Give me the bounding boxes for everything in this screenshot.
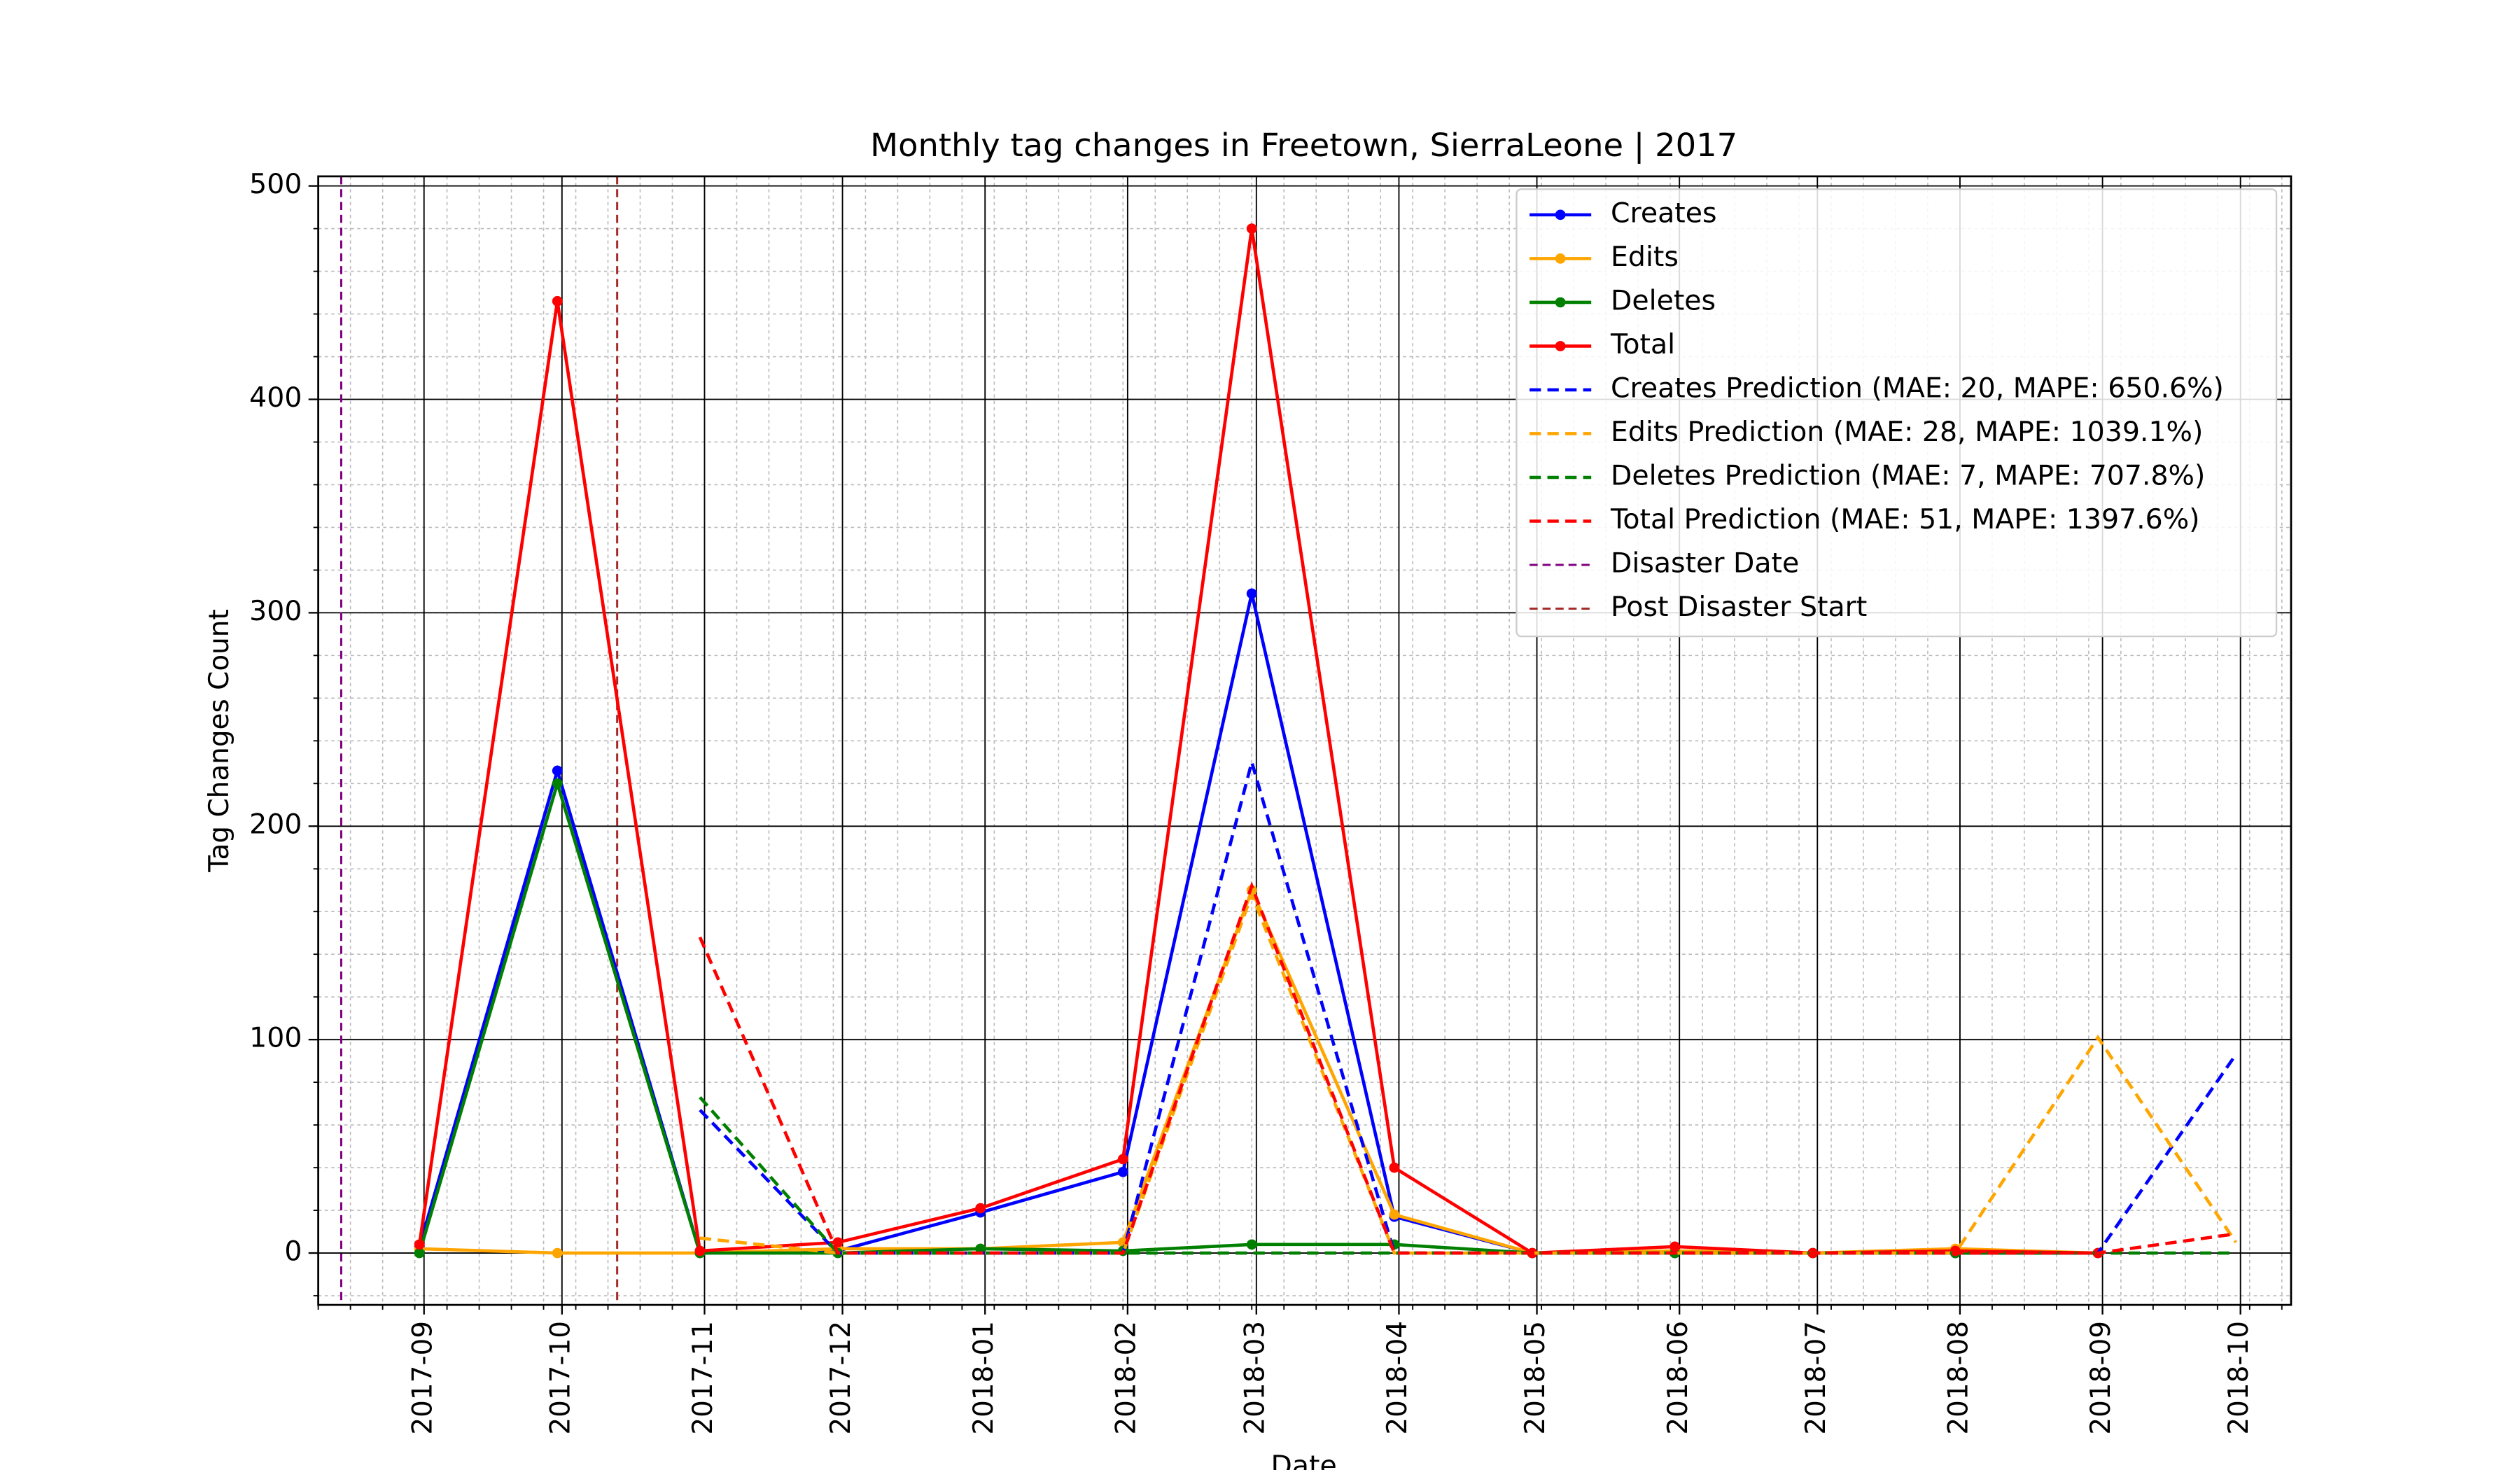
chart-title: Monthly tag changes in Freetown, SierraL…	[870, 126, 1737, 164]
x-tick-label: 2018-04	[1382, 1321, 1413, 1435]
legend-marker	[1555, 297, 1566, 308]
legend-box	[1516, 188, 2278, 638]
legend-label: Post Disaster Start	[1611, 592, 1867, 623]
x-tick-label: 2017-10	[545, 1321, 576, 1435]
series-line	[698, 881, 2236, 1255]
legend-marker	[1555, 209, 1566, 220]
x-tick-label: 2018-06	[1662, 1321, 1694, 1435]
data-point	[1389, 1209, 1400, 1220]
data-point	[552, 1247, 563, 1259]
legend-label: Creates Prediction (MAE: 20, MAPE: 650.6…	[1611, 373, 2224, 405]
legend-marker	[1555, 253, 1566, 264]
x-tick-label: 2018-03	[1239, 1321, 1270, 1435]
x-tick-label: 2018-01	[968, 1321, 1000, 1435]
x-tick-label: 2018-05	[1520, 1321, 1551, 1435]
data-point	[1246, 1239, 1257, 1250]
x-axis-label: Date	[1271, 1450, 1337, 1470]
y-tick-label: 200	[249, 809, 302, 841]
x-tick-label: 2018-07	[1800, 1321, 1832, 1435]
data-point	[552, 765, 563, 776]
legend-label: Creates	[1611, 198, 1717, 230]
data-point	[1117, 1154, 1128, 1165]
data-point	[414, 1247, 425, 1259]
data-point	[1246, 588, 1257, 599]
y-tick-label: 100	[249, 1023, 302, 1054]
data-point	[1117, 1166, 1128, 1177]
data-point	[552, 295, 563, 307]
data-point	[552, 778, 563, 789]
legend-label: Total	[1610, 329, 1675, 360]
legend-label: Disaster Date	[1611, 548, 1799, 580]
data-point	[975, 1203, 986, 1214]
legend-label: Edits	[1611, 241, 1679, 273]
legend-label: Deletes	[1611, 286, 1716, 317]
data-point	[1246, 223, 1257, 234]
legend-label: Total Prediction (MAE: 51, MAPE: 1397.6%…	[1610, 504, 2200, 536]
y-tick-label: 300	[249, 596, 302, 627]
legend-label: Deletes Prediction (MAE: 7, MAPE: 707.8%…	[1611, 461, 2205, 492]
x-tick-label: 2017-12	[825, 1321, 857, 1435]
y-axis-label: Tag Changes Count	[204, 609, 235, 873]
y-tick-label: 0	[284, 1236, 302, 1268]
data-point	[694, 1245, 706, 1256]
data-point	[975, 1243, 986, 1254]
x-tick-label: 2018-02	[1110, 1321, 1142, 1435]
legend-label: Edits Prediction (MAE: 28, MAPE: 1039.1%…	[1611, 416, 2203, 448]
x-tick-label: 2017-11	[687, 1321, 719, 1435]
x-tick-label: 2018-09	[2085, 1321, 2117, 1435]
plot-frame	[317, 175, 2292, 1306]
y-tick-label: 500	[249, 169, 302, 200]
data-point	[1389, 1162, 1400, 1173]
data-point	[1670, 1241, 1681, 1252]
x-tick-label: 2017-09	[407, 1321, 438, 1435]
data-point	[414, 1239, 425, 1250]
x-tick-label: 2018-08	[1942, 1321, 1974, 1435]
legend: Creates Edits Deletes Total Creates Predicti…	[1516, 188, 2278, 638]
x-tick-label: 2018-10	[2223, 1321, 2255, 1435]
legend-marker	[1555, 341, 1566, 351]
y-tick-label: 400	[249, 382, 302, 414]
